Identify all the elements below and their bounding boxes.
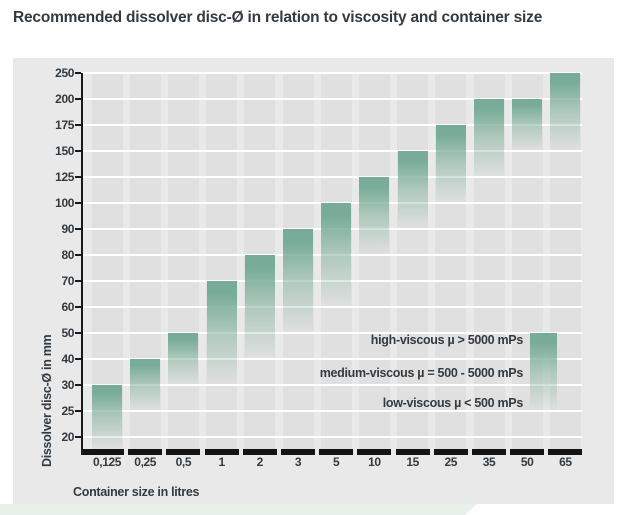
gridline (81, 410, 582, 413)
range-bar (474, 99, 504, 178)
gridline (81, 124, 582, 127)
gridline (81, 98, 582, 101)
y-tick-label: 60 (61, 300, 74, 315)
x-axis-baseline-dash (395, 449, 430, 455)
range-bar (130, 359, 161, 412)
x-axis-baseline-dash (433, 449, 468, 455)
y-tick-label: 100 (55, 196, 74, 211)
y-axis-title: Dissolver disc-Ø in mm (40, 334, 54, 467)
column-stripe (358, 73, 390, 449)
gridline (81, 306, 582, 309)
range-bar (206, 281, 237, 386)
x-tick-label: 1 (218, 455, 225, 469)
y-tick-label: 250 (55, 66, 74, 81)
footer-ribbon (0, 504, 477, 515)
range-bar (321, 203, 352, 308)
range-bar (359, 177, 390, 256)
x-tick-label: 65 (559, 455, 572, 469)
column-stripe (397, 73, 429, 449)
range-bar (550, 73, 581, 152)
x-axis-baseline-dash (242, 449, 277, 455)
y-tick-label: 200 (55, 92, 74, 107)
y-tick-label: 50 (61, 326, 74, 341)
y-tick-mark (75, 176, 81, 179)
y-tick-mark (75, 384, 81, 387)
y-tick-label: 90 (61, 222, 74, 237)
x-axis-baseline-dash (548, 449, 583, 455)
y-tick-label: 40 (61, 352, 74, 367)
x-tick-label: 35 (482, 455, 496, 469)
x-axis-baseline-dash (510, 449, 545, 455)
range-bar (283, 229, 313, 334)
y-tick-mark (75, 436, 81, 439)
column-stripe (167, 73, 199, 449)
x-tick-label: 0,25 (134, 455, 157, 469)
y-tick-mark (75, 72, 81, 75)
x-tick-label: 3 (294, 455, 302, 469)
x-axis-baseline-dash (319, 449, 354, 455)
x-tick-label: 2 (256, 455, 264, 469)
x-axis-baseline-dash (357, 449, 392, 455)
x-axis-baseline-dash (472, 449, 506, 455)
y-tick-label: 25 (61, 404, 74, 419)
y-tick-mark (75, 410, 81, 413)
column-stripe (206, 73, 238, 449)
chart-panel: 250 200 175 150 125 100 90 80 70 60 50 40 30 25 20 0,12… (13, 58, 614, 504)
x-tick-label: 5 (333, 455, 340, 469)
x-axis-baseline-dash (128, 449, 163, 455)
y-tick-mark (75, 306, 81, 309)
gridline (81, 358, 582, 361)
y-tick-label: 20 (61, 430, 74, 445)
gridline (81, 436, 582, 439)
y-tick-label: 125 (55, 170, 74, 185)
gridline (81, 332, 582, 335)
range-bar (512, 99, 543, 152)
x-tick-label: 25 (444, 455, 458, 469)
y-tick-mark (75, 332, 81, 335)
x-axis-baseline-dash (204, 449, 239, 455)
y-tick-mark (75, 202, 81, 205)
range-bar (397, 151, 428, 230)
x-axis-baseline-dash (281, 449, 315, 455)
range-bar (244, 255, 275, 360)
y-tick-label: 70 (61, 274, 74, 289)
y-tick-mark (75, 150, 81, 153)
x-axis-baseline-dash (83, 449, 124, 455)
y-tick-mark (75, 228, 81, 231)
gridline (81, 72, 582, 75)
x-tick-label: 0,125 (92, 455, 122, 469)
gridline (81, 176, 582, 179)
y-tick-mark (75, 280, 81, 283)
range-bar (435, 125, 466, 204)
x-axis-title: Container size in litres (73, 485, 200, 499)
x-tick-label: 0,5 (175, 455, 192, 469)
x-axis-baseline-dash (166, 449, 201, 455)
y-tick-mark (75, 254, 81, 257)
y-tick-mark (75, 358, 81, 361)
y-tick-label: 80 (61, 248, 74, 263)
gridline (81, 384, 582, 387)
y-tick-label: 150 (55, 144, 74, 159)
range-bar (168, 333, 199, 386)
y-tick-mark (75, 98, 81, 101)
x-tick-label: 15 (406, 455, 419, 469)
plot-area: 250 200 175 150 125 100 90 80 70 60 50 40 30 25 20 0,12… (13, 58, 614, 504)
range-bar (92, 385, 122, 449)
gridline (81, 150, 582, 153)
chart-title: Recommended dissolver disc-Ø in relation… (13, 9, 543, 26)
y-tick-mark (75, 124, 81, 127)
y-axis-line (81, 73, 83, 455)
y-tick-label: 175 (55, 118, 74, 133)
x-tick-label: 10 (368, 455, 381, 469)
y-tick-label: 30 (61, 378, 74, 393)
x-tick-label: 50 (520, 455, 534, 469)
